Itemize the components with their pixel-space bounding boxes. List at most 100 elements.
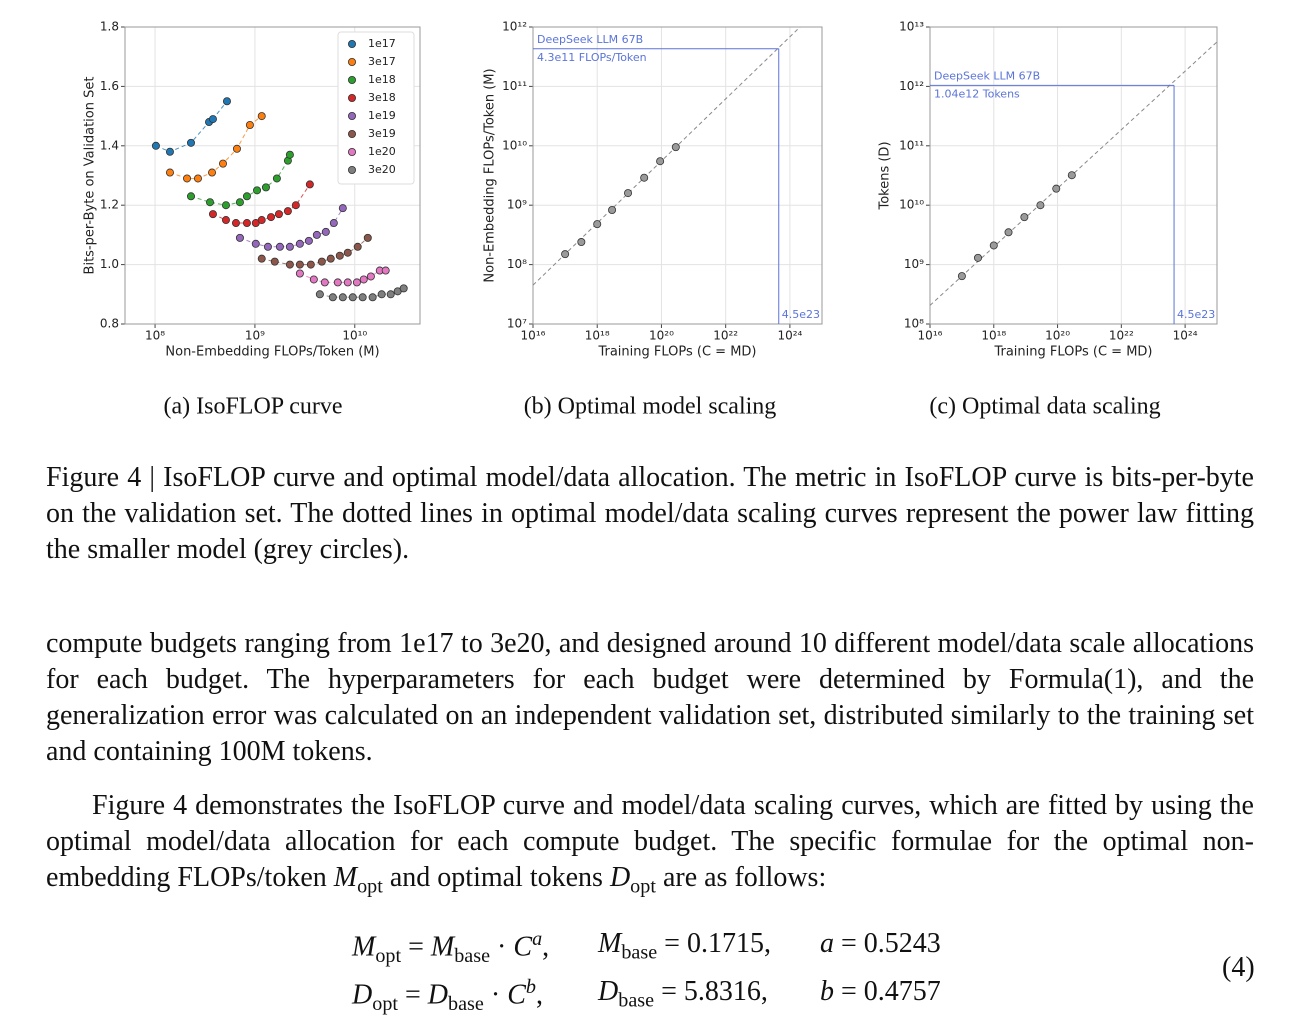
point [1020, 213, 1029, 222]
point [221, 216, 230, 225]
point [624, 189, 633, 198]
point [267, 213, 276, 222]
text-run: M [333, 862, 358, 893]
point [151, 141, 160, 150]
legend-marker [347, 58, 356, 67]
y-tick-label: 10⁸ [507, 257, 527, 271]
point [973, 253, 982, 262]
point [363, 233, 372, 242]
y-tick-label: 1.0 [100, 257, 119, 271]
paragraph: Figure 4 demonstrates the IsoFLOP curve … [46, 788, 1254, 905]
fit-curve [155, 100, 228, 153]
point [315, 290, 324, 299]
y-axis-label: Tokens (D) [878, 141, 893, 210]
highlight-x-label: 4.5e23 [1177, 308, 1215, 321]
legend-box [337, 31, 415, 185]
point [231, 219, 240, 228]
y-tick-label: 1.4 [100, 138, 119, 152]
fit-curve [299, 270, 386, 283]
y-tick-label: 10¹² [502, 20, 527, 34]
x-tick-label: 10²² [1109, 329, 1134, 343]
text-run: and optimal tokens [382, 862, 610, 893]
figure-caption: Figure 4 | IsoFLOP curve and optimal mod… [46, 462, 1254, 565]
x-tick-label: 10¹⁸ [981, 329, 1006, 343]
text-run: C [507, 979, 526, 1011]
equation-cell: Dbase = 5.8316, [598, 976, 768, 1013]
equation-cell: Dopt = Dbase · Cb, [352, 976, 543, 1016]
text-run: = 0.1715, [657, 928, 771, 959]
point [377, 290, 386, 299]
point [343, 248, 352, 257]
point [186, 138, 195, 147]
legend-marker [347, 40, 356, 49]
text-run: base [448, 992, 484, 1015]
y-tick-label: 10⁹ [507, 198, 527, 212]
text-run: C [513, 931, 533, 963]
x-axis-label: Non-Embedding FLOPs/Token (M) [165, 345, 379, 360]
text-run: opt [630, 875, 656, 898]
legend-label: 1e17 [368, 37, 396, 50]
point [321, 227, 330, 236]
point [957, 272, 966, 281]
equation-cell: b = 0.4757 [820, 976, 941, 1008]
point [343, 278, 352, 287]
point [208, 115, 217, 124]
point [242, 192, 251, 201]
y-tick-label: 10¹³ [899, 20, 924, 34]
text-run: base [621, 941, 658, 964]
point [381, 266, 390, 275]
point [208, 168, 217, 177]
plot-frame [929, 26, 1218, 325]
point [285, 260, 294, 269]
point [218, 159, 227, 168]
point [304, 236, 313, 245]
point [1052, 184, 1061, 193]
text-run: D [427, 979, 449, 1011]
point [305, 180, 314, 189]
text-run: base [454, 944, 491, 967]
x-tick-label: 10²⁰ [1045, 329, 1070, 343]
text-run: base [618, 989, 655, 1012]
point [1067, 171, 1076, 180]
point [593, 220, 602, 229]
equation-cell: Mbase = 0.1715, [598, 928, 771, 965]
highlight-value: 4.3e11 FLOPs/Token [537, 51, 647, 64]
point [640, 173, 649, 182]
legend-marker [347, 94, 356, 103]
plot-area [151, 97, 408, 302]
y-tick-label: 10⁹ [904, 257, 924, 271]
text-run: b [820, 976, 834, 1007]
legend-label: 3e20 [368, 163, 396, 176]
text-run: are as follows: [655, 862, 827, 893]
legend-marker [347, 76, 356, 85]
highlight-label: DeepSeek LLM 67B [537, 33, 643, 46]
point [353, 242, 362, 251]
point [235, 233, 244, 242]
point [257, 112, 266, 121]
point [165, 168, 174, 177]
legend-label: 1e18 [368, 73, 396, 86]
x-tick-label: 10²⁴ [777, 329, 802, 343]
legend-marker [347, 147, 356, 156]
point [193, 174, 202, 183]
y-tick-label: 1.6 [100, 79, 119, 93]
text-run: opt [357, 875, 383, 898]
text-run: a [820, 928, 834, 959]
point [186, 192, 195, 201]
point [263, 242, 272, 251]
point [1036, 201, 1045, 210]
x-tick-label: 10⁸ [145, 329, 165, 343]
y-tick-label: 10¹¹ [899, 138, 924, 152]
point [306, 260, 315, 269]
highlight-label: DeepSeek LLM 67B [934, 69, 1040, 82]
y-tick-label: 10¹² [899, 79, 924, 93]
text-run: D [352, 979, 373, 1011]
point [317, 257, 326, 266]
point [295, 260, 304, 269]
text-run: M [352, 931, 376, 963]
point [183, 174, 192, 183]
point [285, 150, 294, 159]
text-run: D [598, 976, 619, 1007]
point [608, 206, 617, 215]
y-tick-label: 0.8 [100, 317, 119, 331]
